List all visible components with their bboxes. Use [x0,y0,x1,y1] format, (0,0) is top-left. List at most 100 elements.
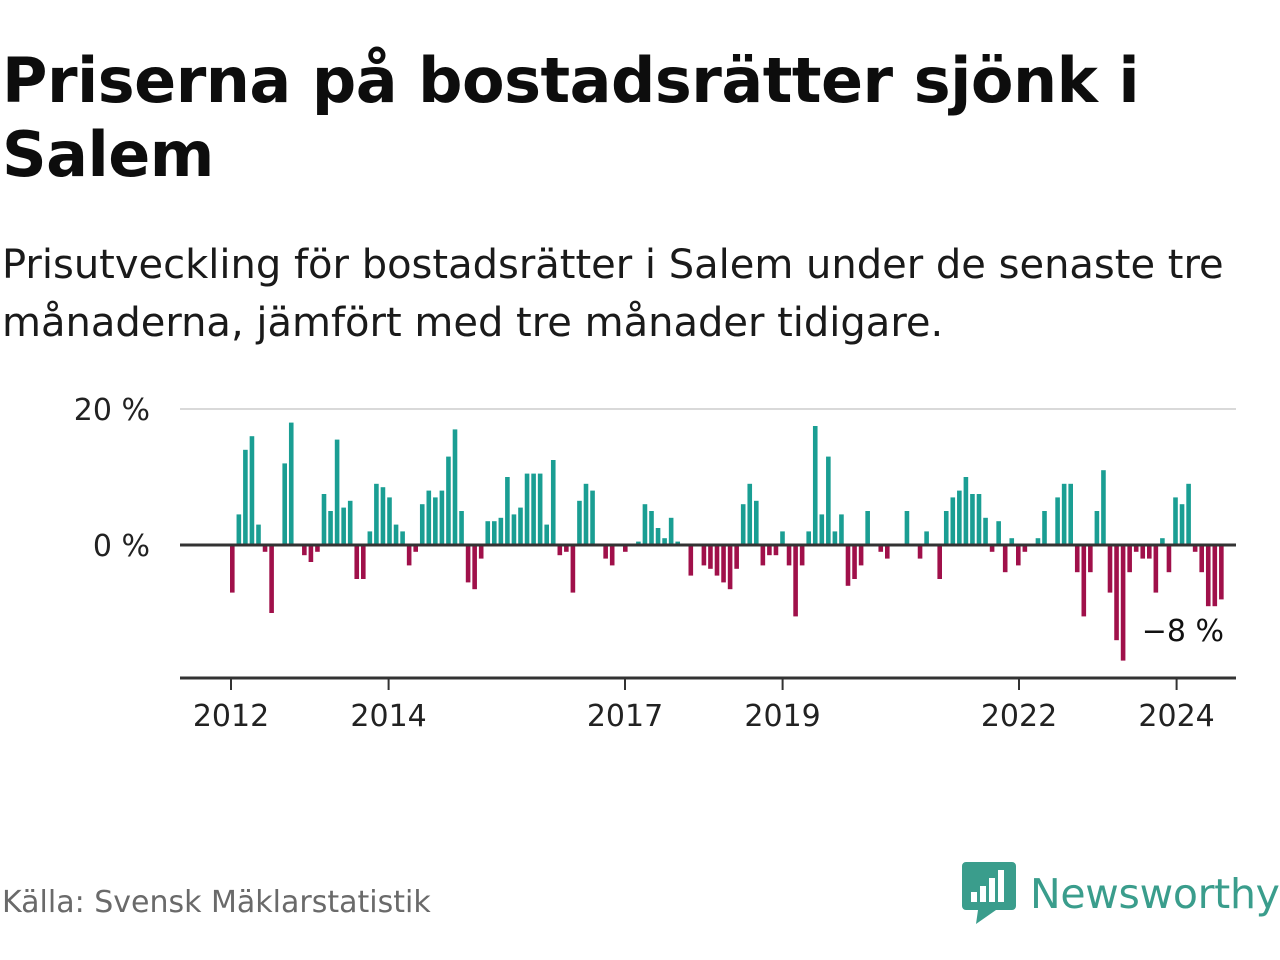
bar [583,483,589,545]
bar [636,541,641,545]
bar [1114,545,1119,641]
bar [302,545,307,556]
bar [1192,545,1198,552]
bar [603,545,608,559]
bar [256,524,261,545]
bar [492,521,497,545]
bar [570,545,576,593]
bar [865,511,870,545]
bar [767,545,772,556]
bar [1140,545,1146,559]
bar [282,463,287,545]
bar [1101,470,1106,545]
bar [773,545,779,556]
y-tick-label: 20 % [74,393,150,428]
bar [609,545,615,566]
bar [478,545,484,559]
bar [819,514,825,545]
bar [564,545,569,552]
brand-logo: Newsworthy [962,862,1280,926]
bar [1212,545,1218,607]
bar [740,504,746,545]
bar [996,521,1001,545]
bar [943,511,949,545]
bar [1199,545,1204,573]
bar [557,545,563,556]
bar [249,436,255,545]
bar [852,545,857,579]
bar [904,511,910,545]
bar [688,545,694,576]
chart-title: Priserna på bostadsrätter sjönk i Salem [2,44,1140,191]
bar [498,517,504,545]
bar [590,490,595,545]
bar [550,460,556,545]
x-axis-ticks: 2012 2014 2017 2019 2022 2024 [193,678,1215,734]
bar [544,524,549,545]
bar [426,490,432,545]
bar [845,545,851,586]
bar [1205,545,1211,607]
bar [1022,545,1028,552]
bar [1133,545,1139,552]
bar [957,490,962,545]
bar [321,494,327,545]
bar [1055,497,1060,545]
bar [826,456,831,545]
bar [878,545,884,552]
chart-subtitle: Prisutveckling för bostadsrätter i Salem… [2,242,1224,346]
bar [970,494,975,545]
bar [413,545,418,552]
last-value-annotation: −8 % [1142,614,1224,649]
bar [406,545,412,566]
bar [760,545,766,566]
bar [734,545,739,569]
bar [236,514,242,545]
bar [288,422,294,545]
bar [950,497,956,545]
x-tick-label: 2014 [350,699,426,734]
bar [799,545,805,566]
bar [642,504,648,545]
bar [400,531,405,545]
bar [446,456,451,545]
x-tick-label: 2019 [744,699,820,734]
bar [354,545,360,579]
bar [668,517,674,545]
bar [485,521,491,545]
bar [1166,545,1172,573]
bar [721,545,726,583]
bar [812,426,818,545]
bar [262,545,268,552]
bar [315,545,320,552]
bar [885,545,890,559]
bar [963,477,969,545]
bar [243,449,248,545]
bar [793,545,798,617]
bar [754,500,759,545]
bar [577,500,582,545]
bar [649,511,654,545]
bar [780,531,785,545]
bar [465,545,471,583]
bar [1061,483,1067,545]
x-tick-label: 2012 [193,699,269,734]
bar [367,531,373,545]
bar [511,514,517,545]
bar [983,517,988,545]
bar [675,541,680,545]
bar [1173,497,1178,545]
bar [531,473,536,545]
bar [341,507,346,545]
newsworthy-logo-icon [962,862,1016,924]
bar [1042,511,1047,545]
bar [623,545,628,552]
bar [655,528,661,545]
bar [924,531,929,545]
bar [419,504,425,545]
bar [1074,545,1080,573]
bar [858,545,864,566]
bar [1186,483,1191,545]
bar [1016,545,1021,566]
bar [452,429,458,545]
